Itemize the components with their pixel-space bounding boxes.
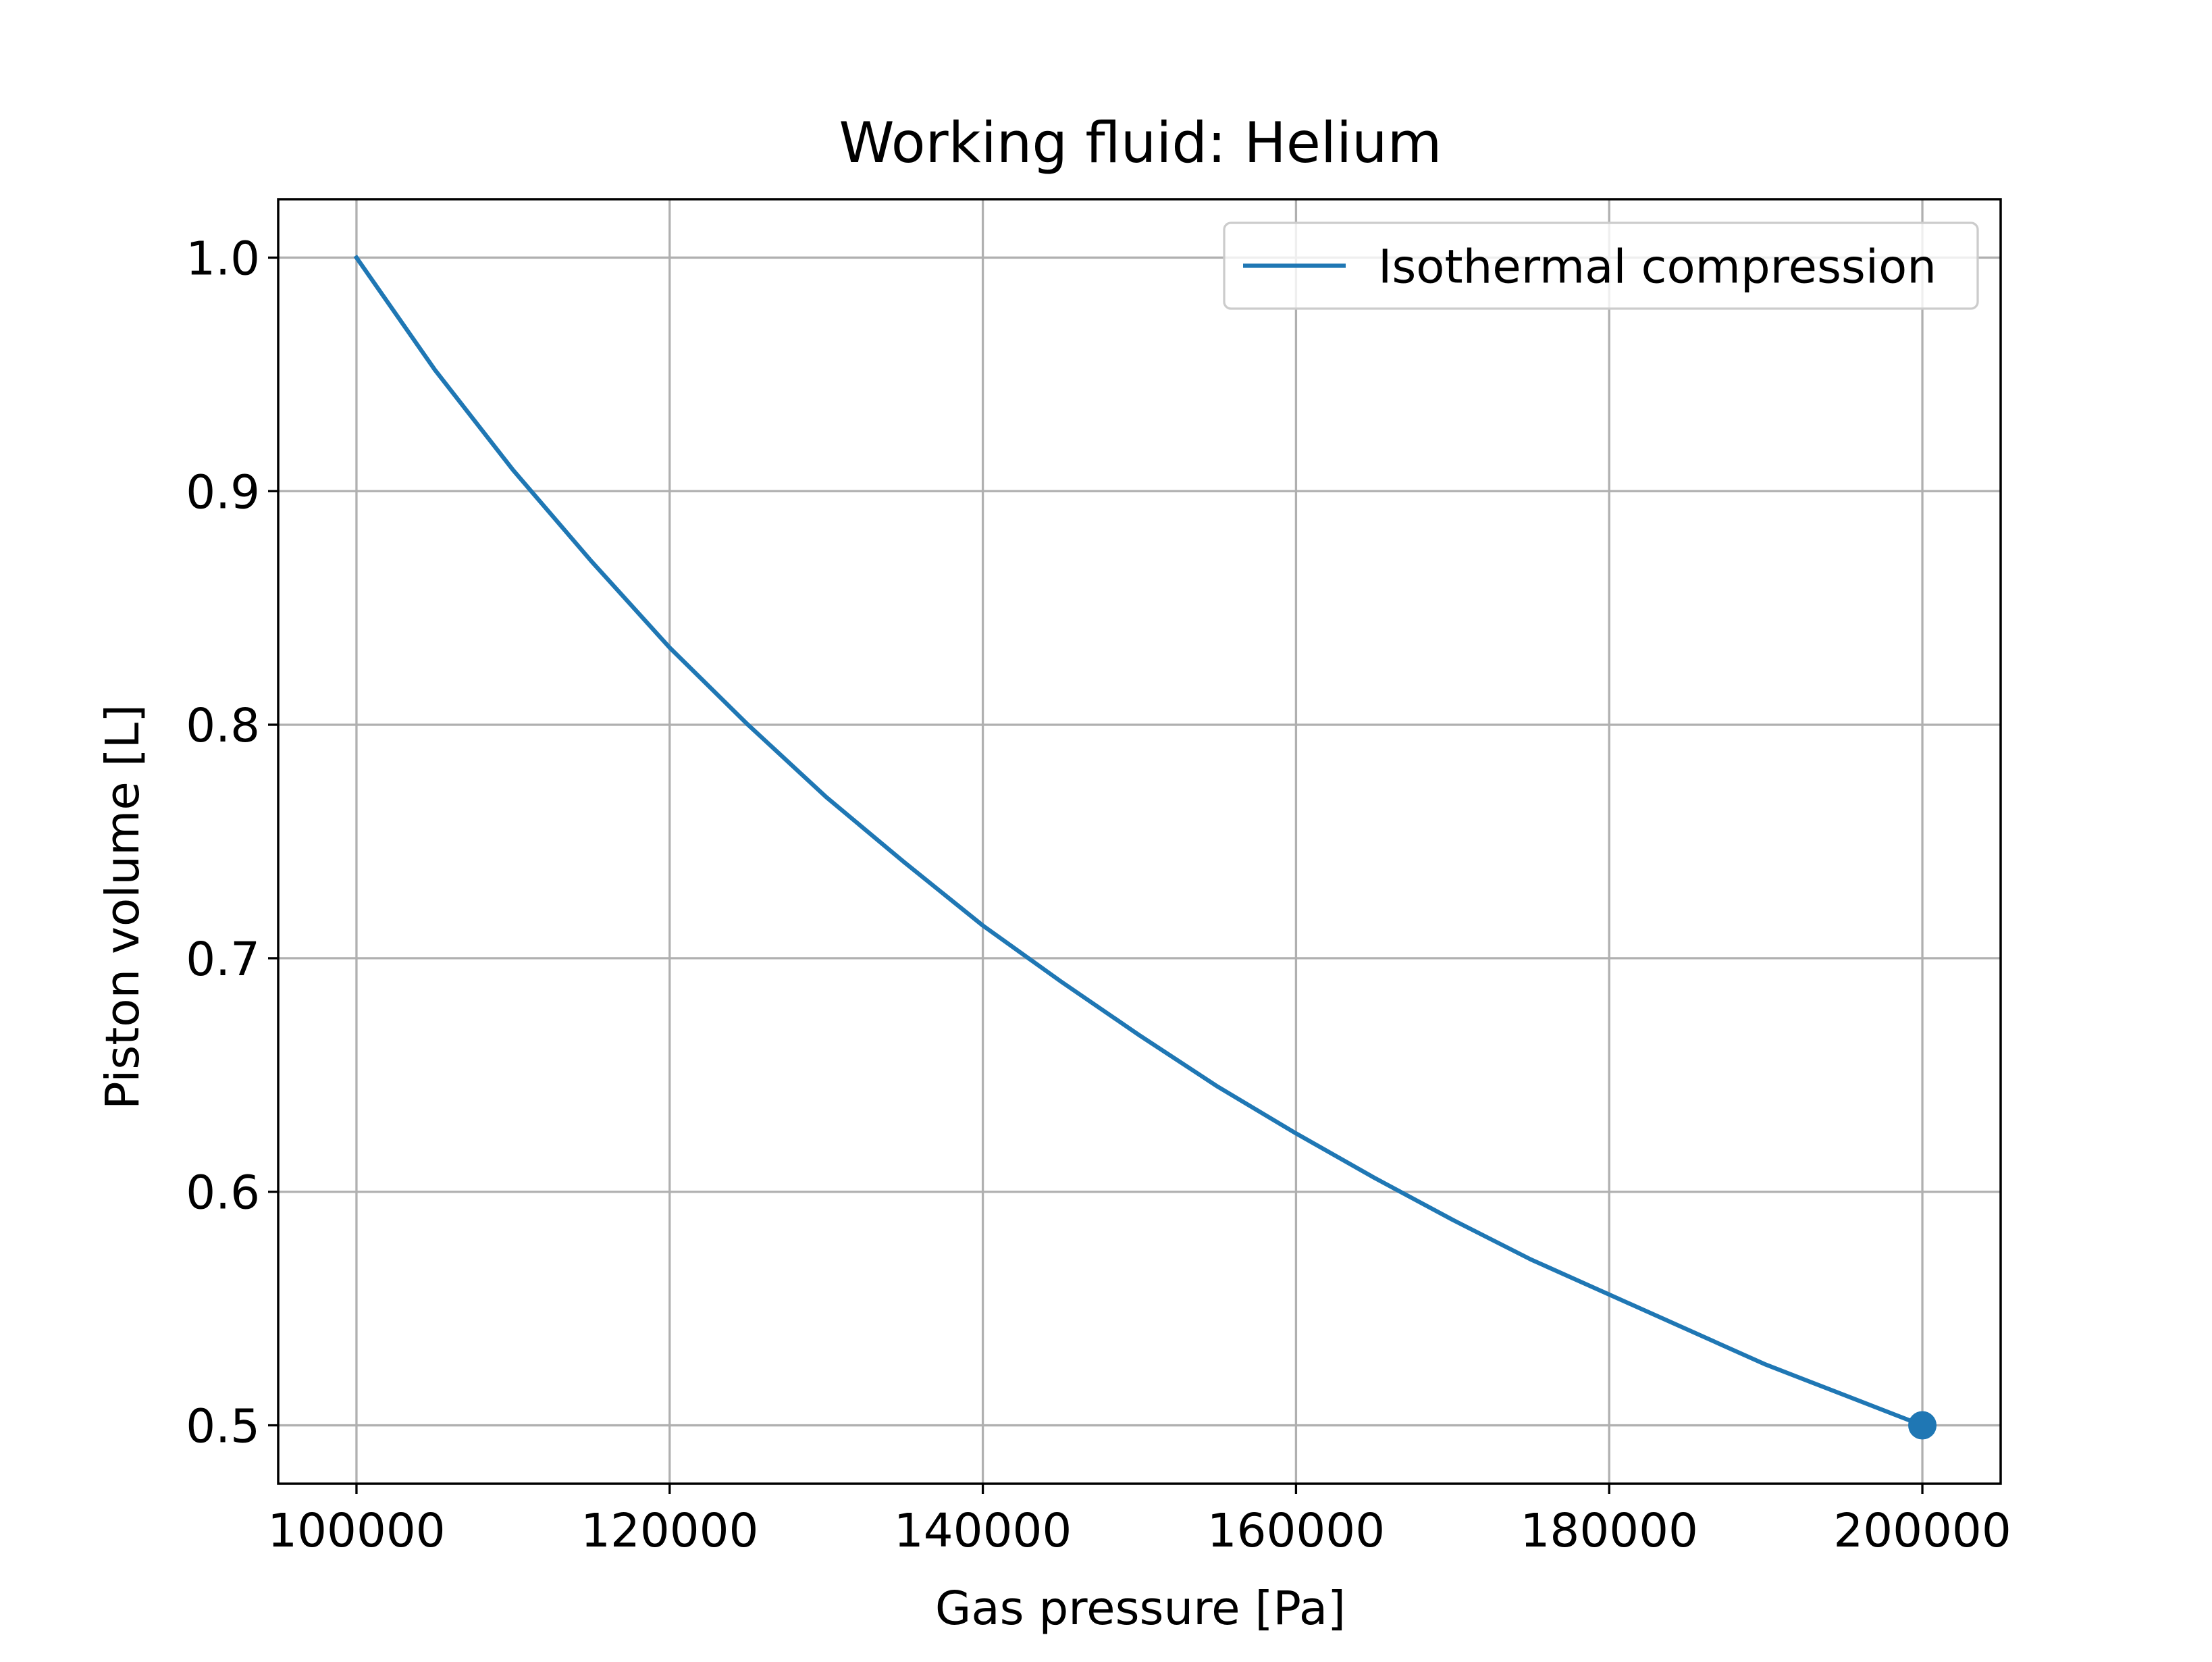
- tick-layer: 100000 120000 140000 160000 180000 200000 0.5 0…: [186, 232, 2011, 1558]
- grid-layer: [278, 199, 2001, 1484]
- x-tick-label: 160000: [1207, 1504, 1385, 1558]
- plot-frame: [277, 198, 2002, 1485]
- endpoint-marker: [1908, 1411, 1937, 1440]
- y-tick-label: 1.0: [186, 232, 260, 286]
- chart-title: Working fluid: Helium: [839, 110, 1442, 176]
- x-tick-label: 180000: [1521, 1504, 1698, 1558]
- x-axis-label: Gas pressure [Pa]: [935, 1582, 1346, 1636]
- series-line-isothermal-compression: [353, 255, 1926, 1428]
- y-axis-label: Piston volume [L]: [96, 704, 150, 1110]
- x-tick-label: 140000: [894, 1504, 1072, 1558]
- series-layer: [353, 255, 1937, 1440]
- legend: Isothermal compression: [1223, 222, 1979, 310]
- y-tick-label: 0.7: [186, 933, 260, 987]
- y-tick-label: 0.8: [186, 699, 260, 753]
- x-tick-label: 120000: [581, 1504, 758, 1558]
- x-tick-label: 100000: [267, 1504, 445, 1558]
- legend-box: [1223, 222, 1979, 310]
- legend-label: Isothermal compression: [1378, 240, 1937, 294]
- x-tick-label: 200000: [1833, 1504, 2011, 1558]
- y-tick-label: 0.9: [186, 465, 260, 519]
- y-tick-label: 0.6: [186, 1166, 260, 1220]
- y-tick-label: 0.5: [186, 1400, 260, 1454]
